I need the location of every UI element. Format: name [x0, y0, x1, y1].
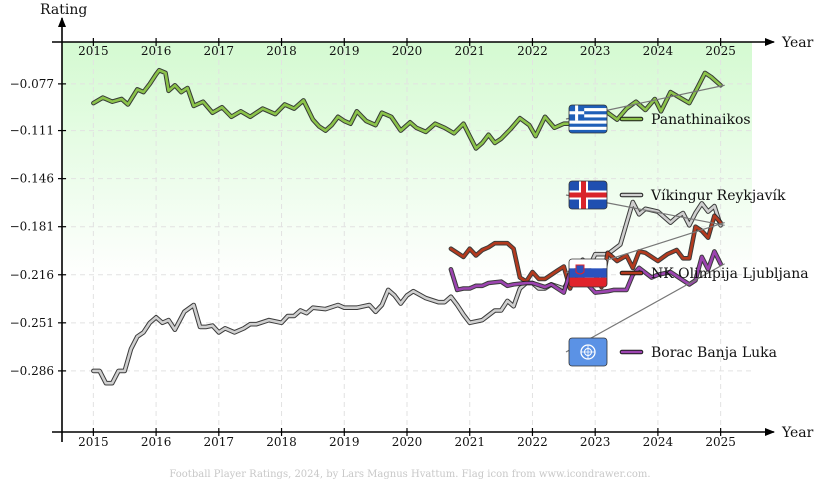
x-tick-label-bottom: 2018 — [266, 435, 297, 449]
legend-label-vikingur-reykjavik: Víkingur Reykjavík — [650, 188, 786, 204]
x-tick-label-bottom: 2016 — [141, 435, 172, 449]
x-tick-label-top: 2018 — [266, 44, 297, 58]
iceland-flag-icon — [568, 180, 608, 210]
x-tick-label-top: 2021 — [454, 44, 485, 58]
x-tick-label-bottom: 2025 — [705, 435, 736, 449]
x-tick-label-top: 2022 — [517, 44, 548, 58]
x-tick-label-top: 2024 — [643, 44, 674, 58]
x-tick-label-bottom: 2021 — [454, 435, 485, 449]
y-tick-label: −0.146 — [10, 172, 54, 186]
ticks: 2015 2015 2016 2016 2017 2017 2018 2018 2019 2019… — [10, 38, 736, 449]
x-tick-label-top: 2015 — [78, 44, 109, 58]
x-tick-label-top: 2023 — [580, 44, 611, 58]
y-tick-label: −0.216 — [10, 268, 54, 282]
x-axis-title-bottom: Year — [781, 425, 814, 441]
x-axis-title-top: Year — [781, 35, 814, 51]
x-tick-label-bottom: 2022 — [517, 435, 548, 449]
x-tick-label-top: 2020 — [392, 44, 423, 58]
y-tick-label: −0.111 — [10, 124, 54, 138]
y-tick-label: −0.181 — [10, 220, 54, 234]
x-tick-label-bottom: 2019 — [329, 435, 360, 449]
x-tick-label-top: 2016 — [141, 44, 172, 58]
x-tick-label-bottom: 2024 — [643, 435, 674, 449]
legend: Panathinaikos Víkingur Reykjavík NK Olimpi… — [568, 104, 809, 367]
y-tick-label: −0.251 — [10, 316, 54, 330]
footer-credit: Football Player Ratings, 2024, by Lars M… — [169, 469, 650, 480]
x-tick-label-bottom: 2015 — [78, 435, 109, 449]
legend-connector-borac-banja-luka — [565, 263, 725, 353]
x-tick-label-top: 2025 — [705, 44, 736, 58]
x-tick-label-bottom: 2020 — [392, 435, 423, 449]
series-line-vikingur-reykjavik — [92, 200, 722, 385]
legend-label-nk-olimpija-ljubljana: NK Olimpija Ljubljana — [651, 266, 809, 282]
y-tick-label: −0.286 — [10, 364, 54, 378]
series-line-panathinaikos — [92, 68, 722, 150]
greece-flag-icon — [568, 104, 608, 134]
x-tick-label-bottom: 2023 — [580, 435, 611, 449]
legend-label-borac-banja-luka: Borac Banja Luka — [651, 345, 777, 361]
un-flag-icon — [568, 337, 608, 367]
x-tick-label-top: 2019 — [329, 44, 360, 58]
x-tick-label-top: 2017 — [204, 44, 235, 58]
y-axis-title: Rating — [40, 2, 87, 18]
y-tick-label: −0.077 — [10, 77, 54, 91]
x-tick-label-bottom: 2017 — [204, 435, 235, 449]
legend-label-panathinaikos: Panathinaikos — [651, 112, 751, 128]
slovenia-flag-icon — [568, 258, 608, 288]
